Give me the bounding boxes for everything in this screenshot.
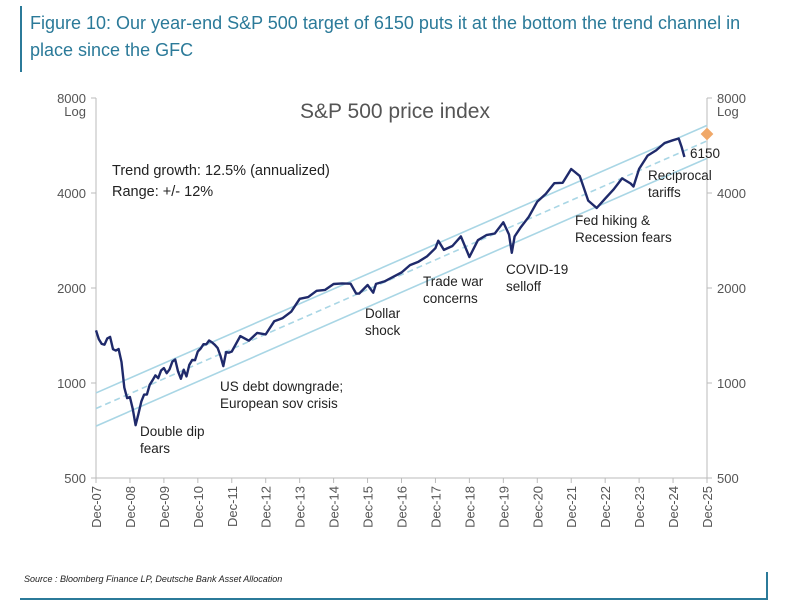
y-tick-label-right: 8000 [717, 91, 746, 106]
range-text: Range: +/- 12% [112, 184, 213, 200]
annotation-label: US debt downgrade; [220, 379, 343, 394]
x-tick-label: Dec-16 [395, 486, 410, 528]
y-tick-label-left: 2000 [57, 281, 86, 296]
x-tick-label: Dec-09 [157, 486, 172, 528]
annotation-label: tariffs [648, 185, 681, 200]
x-tick-label: Dec-10 [191, 486, 206, 528]
y-tick-label-right: 500 [717, 471, 739, 486]
x-tick-label: Dec-13 [293, 486, 308, 528]
trend-growth-text: Trend growth: 12.5% (annualized) [112, 163, 330, 179]
y-tick-label-left: 4000 [57, 186, 86, 201]
x-tick-label: Dec-17 [428, 486, 443, 528]
x-tick-label: Dec-25 [700, 486, 715, 528]
y-axis-label-left: Log [64, 104, 86, 119]
bottom-rule [20, 598, 768, 600]
x-tick-label: Dec-12 [259, 486, 274, 528]
trend-upper-line [95, 124, 708, 394]
x-tick-label: Dec-11 [225, 486, 240, 527]
annotation-label: fears [140, 441, 170, 456]
x-tick-label: Dec-20 [530, 486, 545, 528]
trend-lower-line [95, 157, 708, 427]
chart-labels: 6150 S&P 500 price index Trend growth: 12.… [112, 100, 720, 456]
y-tick-label-right: 4000 [717, 186, 746, 201]
y-tick-label-right: 2000 [717, 281, 746, 296]
chart-title: S&P 500 price index [300, 100, 490, 123]
x-tick-label: Dec-15 [361, 486, 376, 528]
annotation-label: shock [365, 323, 401, 338]
source-note: Source : Bloomberg Finance LP, Deutsche … [24, 574, 283, 584]
y-tick-label-right: 1000 [717, 376, 746, 391]
x-tick-label: Dec-22 [598, 486, 613, 528]
annotation-label: concerns [423, 291, 478, 306]
x-tick-label: Dec-24 [666, 486, 681, 528]
x-tick-label: Dec-18 [462, 486, 477, 528]
annotation-label: Fed hiking & [575, 213, 650, 228]
x-tick-label: Dec-19 [496, 486, 511, 528]
x-tick-label: Dec-23 [632, 486, 647, 528]
y-axis-label-right: Log [717, 104, 739, 119]
x-tick-label: Dec-08 [123, 486, 138, 528]
annotation-label: selloff [506, 279, 541, 294]
x-tick-label: Dec-21 [564, 486, 579, 528]
annotation-label: Reciprocal [648, 168, 712, 183]
sp500-price-line [94, 137, 686, 427]
annotation-label: Dollar [365, 306, 401, 321]
trend-center-line [95, 140, 708, 410]
annotation-label: COVID-19 [506, 262, 568, 277]
target-label: 6150 [690, 146, 720, 161]
trend-channel [95, 124, 708, 427]
y-tick-label-left: 8000 [57, 91, 86, 106]
annotation-label: Recession fears [575, 230, 672, 245]
x-tick-label: Dec-14 [327, 486, 342, 528]
x-tick-label: Dec-07 [89, 486, 104, 528]
bottom-rule-corner [766, 572, 768, 600]
annotation-label: European sov crisis [220, 396, 338, 411]
annotation-label: Double dip [140, 424, 205, 439]
title-accent-bar [20, 6, 22, 72]
y-tick-label-left: 500 [64, 471, 86, 486]
y-tick-label-left: 1000 [57, 376, 86, 391]
figure-title: Figure 10: Our year-end S&P 500 target o… [30, 13, 741, 60]
target-marker [700, 127, 714, 141]
annotation-label: Trade war [423, 274, 484, 289]
